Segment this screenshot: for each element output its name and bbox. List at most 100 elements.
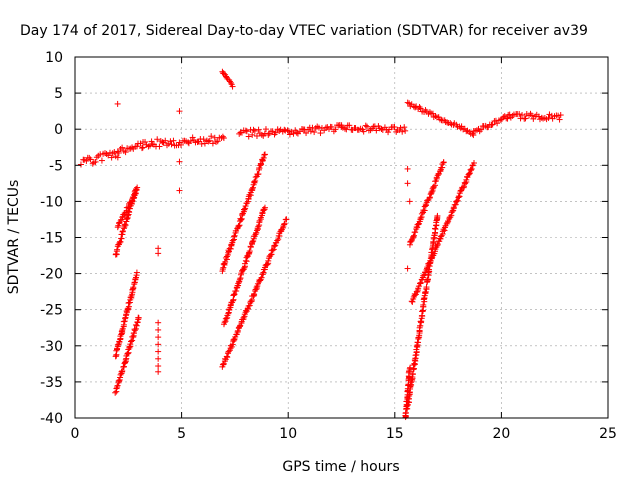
data-point-main-mid3	[236, 130, 243, 137]
data-point-arc-c3	[434, 214, 441, 221]
data-point-main-mid2	[205, 138, 212, 145]
data-point-arc-b3	[264, 261, 271, 268]
data-point-main-mid3	[293, 129, 300, 136]
data-point-main-mid3	[258, 131, 265, 138]
data-point-arc-a1	[116, 240, 123, 247]
data-point-late-flat	[555, 112, 562, 119]
data-point-arc-b4	[229, 83, 236, 90]
data-point-arc-a2	[128, 200, 135, 207]
data-point-main-mid3	[317, 130, 324, 137]
data-point-arc-a4	[116, 378, 123, 385]
data-point-main-mid2	[177, 141, 184, 148]
data-point-arc-b2	[233, 288, 240, 295]
data-point-main-mid3	[262, 126, 269, 133]
data-point-arc-a2	[114, 224, 121, 231]
data-point-main-mid3	[303, 130, 310, 137]
data-point-isolated	[155, 250, 162, 257]
data-point-arc-a3	[119, 327, 126, 334]
data-point-arc-c3	[430, 235, 437, 242]
data-point-late-dip	[444, 119, 451, 126]
data-point-arc-b2	[236, 276, 243, 283]
data-point-arc-c2	[468, 165, 475, 172]
data-point-arc-b2	[226, 307, 233, 314]
y-tick-label: -35	[40, 375, 63, 391]
data-point-arc-a1	[114, 246, 121, 253]
data-point-isolated	[404, 165, 411, 172]
data-point-main-mid2	[200, 136, 207, 143]
data-point-arc-b3	[246, 302, 253, 309]
data-point-arc-a2	[128, 196, 135, 203]
data-point-arc-a4	[131, 327, 138, 334]
data-point-main-mid2	[154, 136, 161, 143]
data-point-arc-b1	[229, 237, 236, 244]
data-point-late-dip	[416, 104, 423, 111]
data-point-main-mid2	[219, 133, 226, 140]
data-point-arc-a2	[133, 186, 140, 193]
data-point-main-mid1	[122, 149, 129, 156]
data-point-arc-b1	[231, 233, 238, 240]
data-point-arc-a4	[133, 322, 140, 329]
data-point-arc-b3	[275, 236, 282, 243]
data-point-main-mid3	[284, 127, 291, 134]
data-point-main-mid1	[119, 144, 126, 151]
data-point-arc-b1	[258, 161, 265, 168]
data-point-arc-c1	[426, 194, 433, 201]
data-point-arc-a3	[132, 275, 139, 282]
data-point-late-flat	[557, 112, 564, 119]
data-point-main-mid3	[332, 126, 339, 133]
data-point-arc-c1	[412, 229, 419, 236]
data-point-arc-b4	[227, 79, 234, 86]
data-point-main-mid2	[159, 139, 166, 146]
data-point-arc-a3	[130, 284, 137, 291]
data-point-main-mid2	[185, 139, 192, 146]
data-point-arc-b1	[235, 222, 242, 229]
data-point-arc-c1	[417, 215, 424, 222]
data-point-main-mid1	[139, 145, 146, 152]
data-point-arc-a4	[134, 319, 141, 326]
data-point-arc-a4	[124, 351, 131, 358]
data-point-main-mid2	[214, 138, 221, 145]
data-point-arc-b3	[269, 247, 276, 254]
data-point-arc-c2	[466, 170, 473, 177]
data-point-main-mid2	[156, 143, 163, 150]
data-point-main-mid4	[397, 124, 404, 131]
data-point-arc-b2	[255, 223, 262, 230]
data-point-arc-b1	[227, 245, 234, 252]
data-point-late-dip	[469, 130, 476, 137]
data-point-arc-a4	[126, 343, 133, 350]
data-point-late-dip	[417, 105, 424, 112]
data-point-main-mid2	[209, 140, 216, 147]
data-point-arc-b3	[281, 220, 288, 227]
data-point-main-mid3	[243, 128, 250, 135]
data-point-arc-b1	[242, 203, 249, 210]
data-point-main-mid4	[399, 128, 406, 135]
data-point-arc-a4	[135, 314, 142, 321]
data-point-arc-a1	[124, 212, 131, 219]
data-point-late-flat	[516, 111, 523, 118]
data-point-main-mid2	[189, 134, 196, 141]
x-tick-label: 25	[599, 426, 617, 442]
data-point-main-mid2	[142, 138, 149, 145]
data-point-arc-c2	[409, 298, 416, 305]
data-point-arc-b3	[224, 354, 231, 361]
x-tick-label: 5	[177, 426, 186, 442]
data-point-main-mid3	[311, 129, 318, 136]
data-point-arc-b2	[237, 275, 244, 282]
data-point-arc-c2	[464, 174, 471, 181]
data-point-main-mid3	[269, 128, 276, 135]
data-point-main-mid4	[378, 125, 385, 132]
data-point-arc-c2	[443, 220, 450, 227]
data-point-arc-b3	[274, 237, 281, 244]
data-point-arc-a4	[120, 363, 127, 370]
data-point-main-mid4	[364, 123, 371, 130]
data-point-late-flat	[556, 116, 563, 123]
data-point-late-flat	[545, 114, 552, 121]
y-tick-label: -10	[40, 194, 63, 210]
data-point-arc-c3	[428, 249, 435, 256]
data-point-arc-a4	[122, 359, 129, 366]
data-point-arc-c3	[409, 370, 416, 377]
data-point-late-rise	[478, 126, 485, 133]
data-point-arc-c2	[449, 208, 456, 215]
data-point-main-early	[98, 157, 105, 164]
data-point-main-mid3	[265, 131, 272, 138]
